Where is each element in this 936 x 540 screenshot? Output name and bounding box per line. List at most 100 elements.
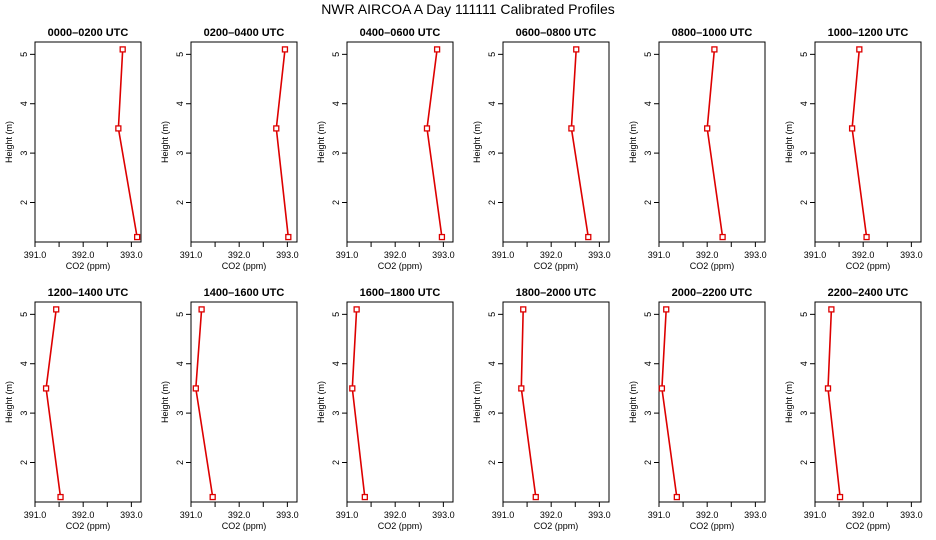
- y-tick-label: 2: [175, 460, 185, 465]
- plot-frame: [814, 41, 922, 243]
- y-tick-label: 4: [19, 101, 29, 106]
- panel-title: 1000–1200 UTC: [828, 27, 909, 39]
- y-tick-label: 3: [487, 411, 497, 416]
- x-axis-label: CO2 (ppm): [222, 521, 267, 531]
- y-tick-label: 2: [19, 460, 29, 465]
- panel-title: 0600–0800 UTC: [516, 27, 597, 39]
- data-point: [115, 125, 122, 132]
- plot-frame: [34, 301, 142, 503]
- x-tick-label: 393.0: [588, 510, 611, 520]
- data-point: [42, 385, 50, 392]
- x-tick-label: 392.0: [72, 510, 95, 520]
- plot-frame: [346, 41, 454, 243]
- y-axis-label: Height (m): [160, 121, 170, 163]
- x-tick-label: 393.0: [276, 250, 299, 260]
- panel-title: 0200–0400 UTC: [204, 27, 285, 39]
- x-tick-label: 392.0: [540, 510, 563, 520]
- profile-line: [117, 49, 138, 238]
- y-tick-label: 5: [331, 312, 341, 317]
- profile-line: [194, 309, 214, 498]
- y-tick-label: 3: [331, 151, 341, 156]
- x-tick-label: 391.0: [336, 510, 359, 520]
- plot-frame: [658, 41, 766, 243]
- data-point: [198, 306, 205, 313]
- plot-frame: [814, 301, 922, 503]
- x-tick-label: 391.0: [24, 250, 47, 260]
- profile-line: [351, 309, 366, 498]
- y-axis-label: Height (m): [784, 121, 794, 163]
- profile-line: [275, 49, 290, 238]
- y-axis-label: Height (m): [472, 121, 482, 163]
- y-tick-label: 4: [175, 361, 185, 366]
- x-tick-label: 393.0: [744, 250, 767, 260]
- x-tick-label: 392.0: [852, 510, 875, 520]
- data-point: [585, 233, 592, 241]
- data-point: [573, 46, 580, 53]
- y-tick-label: 4: [487, 361, 497, 366]
- y-tick-label: 2: [799, 200, 809, 205]
- y-axis-label: Height (m): [316, 121, 326, 163]
- chart-title: NWR AIRCOA A Day 111111 Calibrated Profi…: [321, 1, 615, 17]
- panel-title: 1800–2000 UTC: [516, 287, 597, 299]
- y-tick-label: 2: [643, 200, 653, 205]
- profile-line: [570, 49, 590, 238]
- y-tick-label: 3: [487, 151, 497, 156]
- y-tick-label: 5: [19, 52, 29, 57]
- y-tick-label: 2: [19, 200, 29, 205]
- data-point: [438, 233, 446, 241]
- panel-title: 1200–1400 UTC: [48, 287, 129, 299]
- y-tick-label: 5: [799, 52, 809, 57]
- data-point: [673, 493, 680, 501]
- data-point: [423, 125, 431, 132]
- panel-title: 1600–1800 UTC: [360, 287, 441, 299]
- data-point: [711, 46, 718, 53]
- profile-line: [851, 49, 868, 238]
- data-point: [719, 233, 726, 241]
- plot-frame: [658, 301, 766, 503]
- x-tick-label: 391.0: [804, 510, 827, 520]
- x-tick-label: 391.0: [336, 250, 359, 260]
- y-tick-label: 3: [331, 411, 341, 416]
- y-tick-label: 4: [175, 101, 185, 106]
- x-tick-label: 392.0: [228, 250, 251, 260]
- x-axis-label: CO2 (ppm): [690, 521, 735, 531]
- x-tick-label: 392.0: [696, 250, 719, 260]
- panel-title: 0800–1000 UTC: [672, 27, 753, 39]
- x-tick-label: 392.0: [228, 510, 251, 520]
- x-tick-label: 393.0: [588, 250, 611, 260]
- x-tick-label: 393.0: [900, 510, 923, 520]
- x-tick-label: 391.0: [492, 510, 515, 520]
- y-tick-label: 5: [19, 312, 29, 317]
- data-point: [828, 306, 835, 313]
- plot-frame: [34, 41, 142, 243]
- y-tick-label: 2: [487, 460, 497, 465]
- data-point: [192, 385, 199, 392]
- data-point: [353, 306, 360, 313]
- data-point: [568, 125, 575, 132]
- y-tick-label: 2: [331, 460, 341, 465]
- y-tick-label: 5: [175, 312, 185, 317]
- profile-line: [706, 49, 724, 238]
- data-point: [520, 306, 527, 313]
- y-axis-label: Height (m): [628, 381, 638, 423]
- y-tick-label: 2: [799, 460, 809, 465]
- x-axis-label: CO2 (ppm): [534, 261, 579, 271]
- data-point: [133, 233, 141, 241]
- profile-line: [45, 309, 62, 498]
- plot-frame: [346, 301, 454, 503]
- data-point: [518, 385, 525, 392]
- y-axis-label: Height (m): [160, 381, 170, 423]
- y-tick-label: 4: [643, 101, 653, 106]
- x-tick-label: 393.0: [432, 250, 455, 260]
- y-tick-label: 3: [643, 151, 653, 156]
- data-point: [433, 46, 441, 53]
- y-tick-label: 4: [643, 361, 653, 366]
- y-tick-label: 5: [175, 52, 185, 57]
- profile-line: [426, 49, 443, 238]
- x-tick-label: 391.0: [492, 250, 515, 260]
- panel-title: 1400–1600 UTC: [204, 287, 285, 299]
- x-tick-label: 393.0: [120, 510, 143, 520]
- plot-frame: [190, 301, 298, 503]
- y-tick-label: 4: [331, 361, 341, 366]
- x-tick-label: 393.0: [120, 250, 143, 260]
